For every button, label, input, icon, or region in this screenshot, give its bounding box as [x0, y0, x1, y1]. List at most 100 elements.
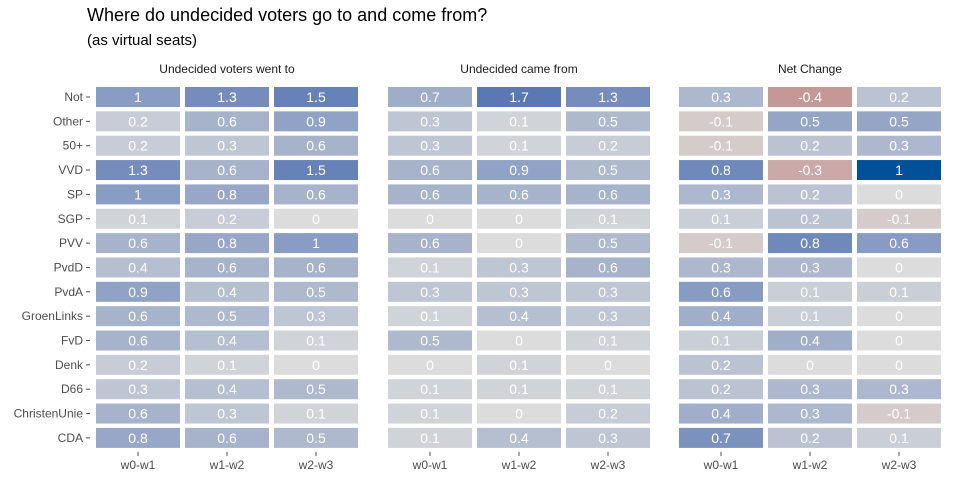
row-label: CDA: [58, 431, 83, 445]
heatmap-cell: [679, 160, 763, 181]
heatmap-cell: [857, 135, 941, 156]
cell-value-label: 0.1: [598, 381, 618, 397]
heatmap-cell: [274, 160, 358, 181]
cell-value-label: 0.9: [128, 284, 148, 300]
heatmap-cell: [274, 354, 358, 375]
heatmap-cell: [274, 330, 358, 351]
heatmap-cell: [388, 135, 472, 156]
cell-value-label: 0.3: [420, 284, 440, 300]
heatmap-cell: [274, 379, 358, 400]
cell-value-label: 0: [312, 211, 320, 227]
heatmap-cell: [96, 87, 180, 107]
heatmap-cell: [388, 257, 472, 278]
heatmap-cell: [566, 403, 650, 424]
heatmap-cell: [388, 160, 472, 181]
heatmap-cell: [96, 184, 180, 205]
heatmap-cell: [768, 87, 852, 107]
heatmap-cell: [96, 354, 180, 375]
heatmap-cell: [857, 379, 941, 400]
column-label: w2-w3: [590, 458, 626, 472]
row-label: SP: [67, 187, 83, 201]
heatmap-cell: [185, 208, 269, 229]
heatmap-cell: [768, 306, 852, 327]
cell-value-label: 0.5: [306, 430, 326, 446]
heatmap-cell: [768, 184, 852, 205]
heatmap-cell: [388, 427, 472, 448]
heatmap-cell: [185, 87, 269, 107]
cell-value-label: 0.6: [306, 138, 326, 154]
heatmap-cell: [388, 306, 472, 327]
cell-value-label: 0.2: [800, 186, 820, 202]
heatmap-cell: [768, 379, 852, 400]
heatmap-cell: [566, 233, 650, 254]
heatmap-cell: [274, 87, 358, 107]
cell-value-label: 0.2: [800, 430, 820, 446]
cell-value-label: 0.1: [889, 284, 909, 300]
cell-value-label: 1.3: [128, 162, 148, 178]
heatmap-cell: [96, 427, 180, 448]
heatmap-cell: [768, 111, 852, 132]
heatmap-cell: [96, 330, 180, 351]
cell-value-label: 0.2: [800, 138, 820, 154]
cell-value-label: 0.1: [711, 333, 731, 349]
heatmap-cell: [185, 403, 269, 424]
heatmap-cell: [96, 233, 180, 254]
cell-value-label: 0.6: [217, 259, 237, 275]
facet-title: Net Change: [778, 62, 842, 76]
cell-value-label: 0: [604, 357, 612, 373]
cell-value-label: 0.3: [800, 406, 820, 422]
heatmap-cell: [274, 306, 358, 327]
heatmap-cell: [274, 135, 358, 156]
cell-value-label: 0.2: [128, 357, 148, 373]
cell-value-label: 0.3: [509, 259, 529, 275]
cell-value-label: 0.1: [800, 284, 820, 300]
heatmap-cell: [477, 233, 561, 254]
cell-value-label: 0.1: [509, 138, 529, 154]
cell-value-label: 0.8: [711, 162, 731, 178]
cell-value-label: 0: [806, 357, 814, 373]
cell-value-label: 0.1: [509, 113, 529, 129]
heatmap-cell: [566, 257, 650, 278]
cell-value-label: 0.2: [598, 406, 618, 422]
cell-value-label: 0.5: [306, 381, 326, 397]
cell-value-label: 0.2: [711, 357, 731, 373]
cell-value-label: 0.3: [420, 138, 440, 154]
cell-value-label: 1: [895, 162, 903, 178]
heatmap-cell: [96, 135, 180, 156]
cell-value-label: -0.1: [709, 235, 733, 251]
cell-value-label: -0.1: [709, 138, 733, 154]
cell-value-label: 0.1: [420, 406, 440, 422]
cell-value-label: 1.3: [217, 89, 237, 105]
heatmap-cell: [185, 257, 269, 278]
heatmap-cell: [768, 403, 852, 424]
heatmap-cell: [96, 111, 180, 132]
column-label: w1-w2: [209, 458, 245, 472]
heatmap-cell: [768, 257, 852, 278]
heatmap-cell: [857, 306, 941, 327]
heatmap-cell: [679, 87, 763, 107]
heatmap-cell: [274, 184, 358, 205]
heatmap-cell: [388, 208, 472, 229]
cell-value-label: 0.2: [800, 211, 820, 227]
cell-value-label: 0: [515, 235, 523, 251]
heatmap-cell: [477, 208, 561, 229]
row-label: PvdA: [54, 285, 83, 299]
cell-value-label: 1.5: [306, 89, 326, 105]
cell-value-label: 0.2: [217, 211, 237, 227]
cell-value-label: 0.8: [217, 186, 237, 202]
heatmap-cell: [857, 330, 941, 351]
heatmap-cell: [679, 233, 763, 254]
heatmap-cell: [477, 87, 561, 107]
row-label: Other: [53, 114, 83, 128]
cell-value-label: 0.4: [128, 259, 148, 275]
cell-value-label: 0.1: [420, 308, 440, 324]
heatmap-cell: [477, 257, 561, 278]
cell-value-label: 0.6: [509, 186, 529, 202]
cell-value-label: 0.4: [217, 333, 237, 349]
heatmap-cell: [768, 330, 852, 351]
heatmap-cell: [566, 330, 650, 351]
heatmap-cell: [274, 427, 358, 448]
heatmap-cell: [477, 403, 561, 424]
heatmap-cell: [679, 379, 763, 400]
cell-value-label: 0.6: [889, 235, 909, 251]
